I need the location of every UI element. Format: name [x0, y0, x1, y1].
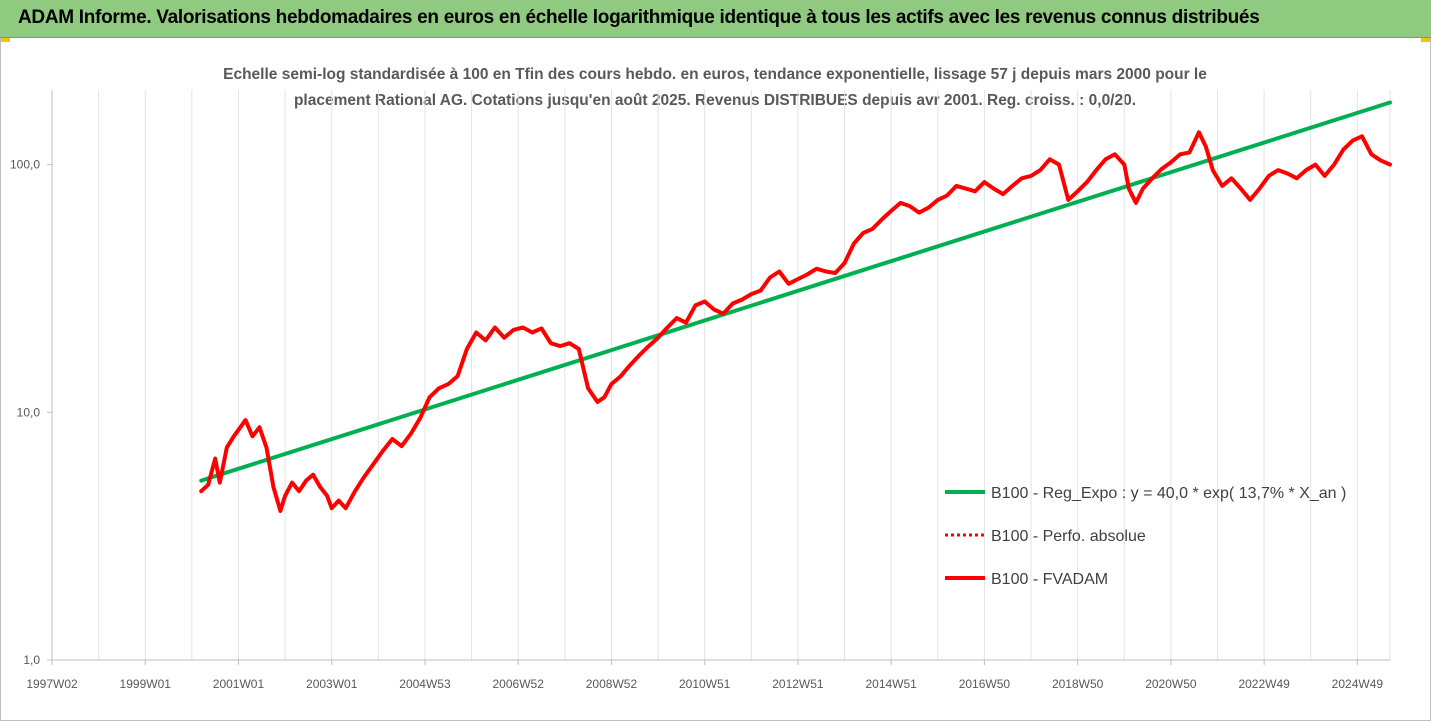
x-tick-label: 2003W01 — [306, 677, 358, 691]
y-tick-label: 100,0 — [10, 158, 40, 172]
chart-subtitle-line1: Echelle semi-log standardisée à 100 en T… — [223, 66, 1207, 83]
plot-area — [199, 100, 1392, 513]
legend-label-2: B100 - FVADAM — [991, 571, 1108, 588]
series-line-0 — [199, 100, 1392, 483]
legend: B100 - Reg_Expo : y = 40,0 * exp( 13,7% … — [945, 485, 1346, 588]
corner-mark-right — [1421, 38, 1431, 42]
x-tick-label: 2022W49 — [1238, 677, 1290, 691]
x-tick-label: 2004W53 — [399, 677, 451, 691]
grid-lines — [51, 90, 1391, 660]
x-tick-label: 2008W52 — [586, 677, 638, 691]
x-tick-label: 2020W50 — [1145, 677, 1197, 691]
y-tick-label: 1,0 — [23, 653, 40, 667]
x-tick-label: 2010W51 — [679, 677, 731, 691]
x-tick-label: 1997W02 — [26, 677, 78, 691]
y-tick-label: 10,0 — [17, 405, 41, 419]
legend-label-1: B100 - Perfo. absolue — [991, 528, 1146, 545]
x-tick-label: 2006W52 — [493, 677, 545, 691]
x-tick-label: 2014W51 — [865, 677, 917, 691]
x-tick-label: 2018W50 — [1052, 677, 1104, 691]
x-tick-label: 2024W49 — [1332, 677, 1384, 691]
x-tick-label: 2016W50 — [959, 677, 1011, 691]
legend-label-0: B100 - Reg_Expo : y = 40,0 * exp( 13,7% … — [991, 485, 1346, 502]
report-title: ADAM Informe. Valorisations hebdomadaire… — [18, 7, 1260, 28]
corner-mark-left — [0, 38, 10, 42]
x-tick-label: 2012W51 — [772, 677, 824, 691]
chart-subtitle-line2: placement Rational AG. Cotations jusqu'e… — [293, 92, 1137, 109]
axes: 1,0 10,0 100,0 1997W02 1999W01 2001W01 2003W01… — [10, 90, 1390, 691]
x-tick-label: 2001W01 — [213, 677, 265, 691]
x-tick-label: 1999W01 — [120, 677, 172, 691]
series-line-2 — [199, 130, 1392, 513]
title-banner: ADAM Informe. Valorisations hebdomadaire… — [0, 0, 1431, 38]
